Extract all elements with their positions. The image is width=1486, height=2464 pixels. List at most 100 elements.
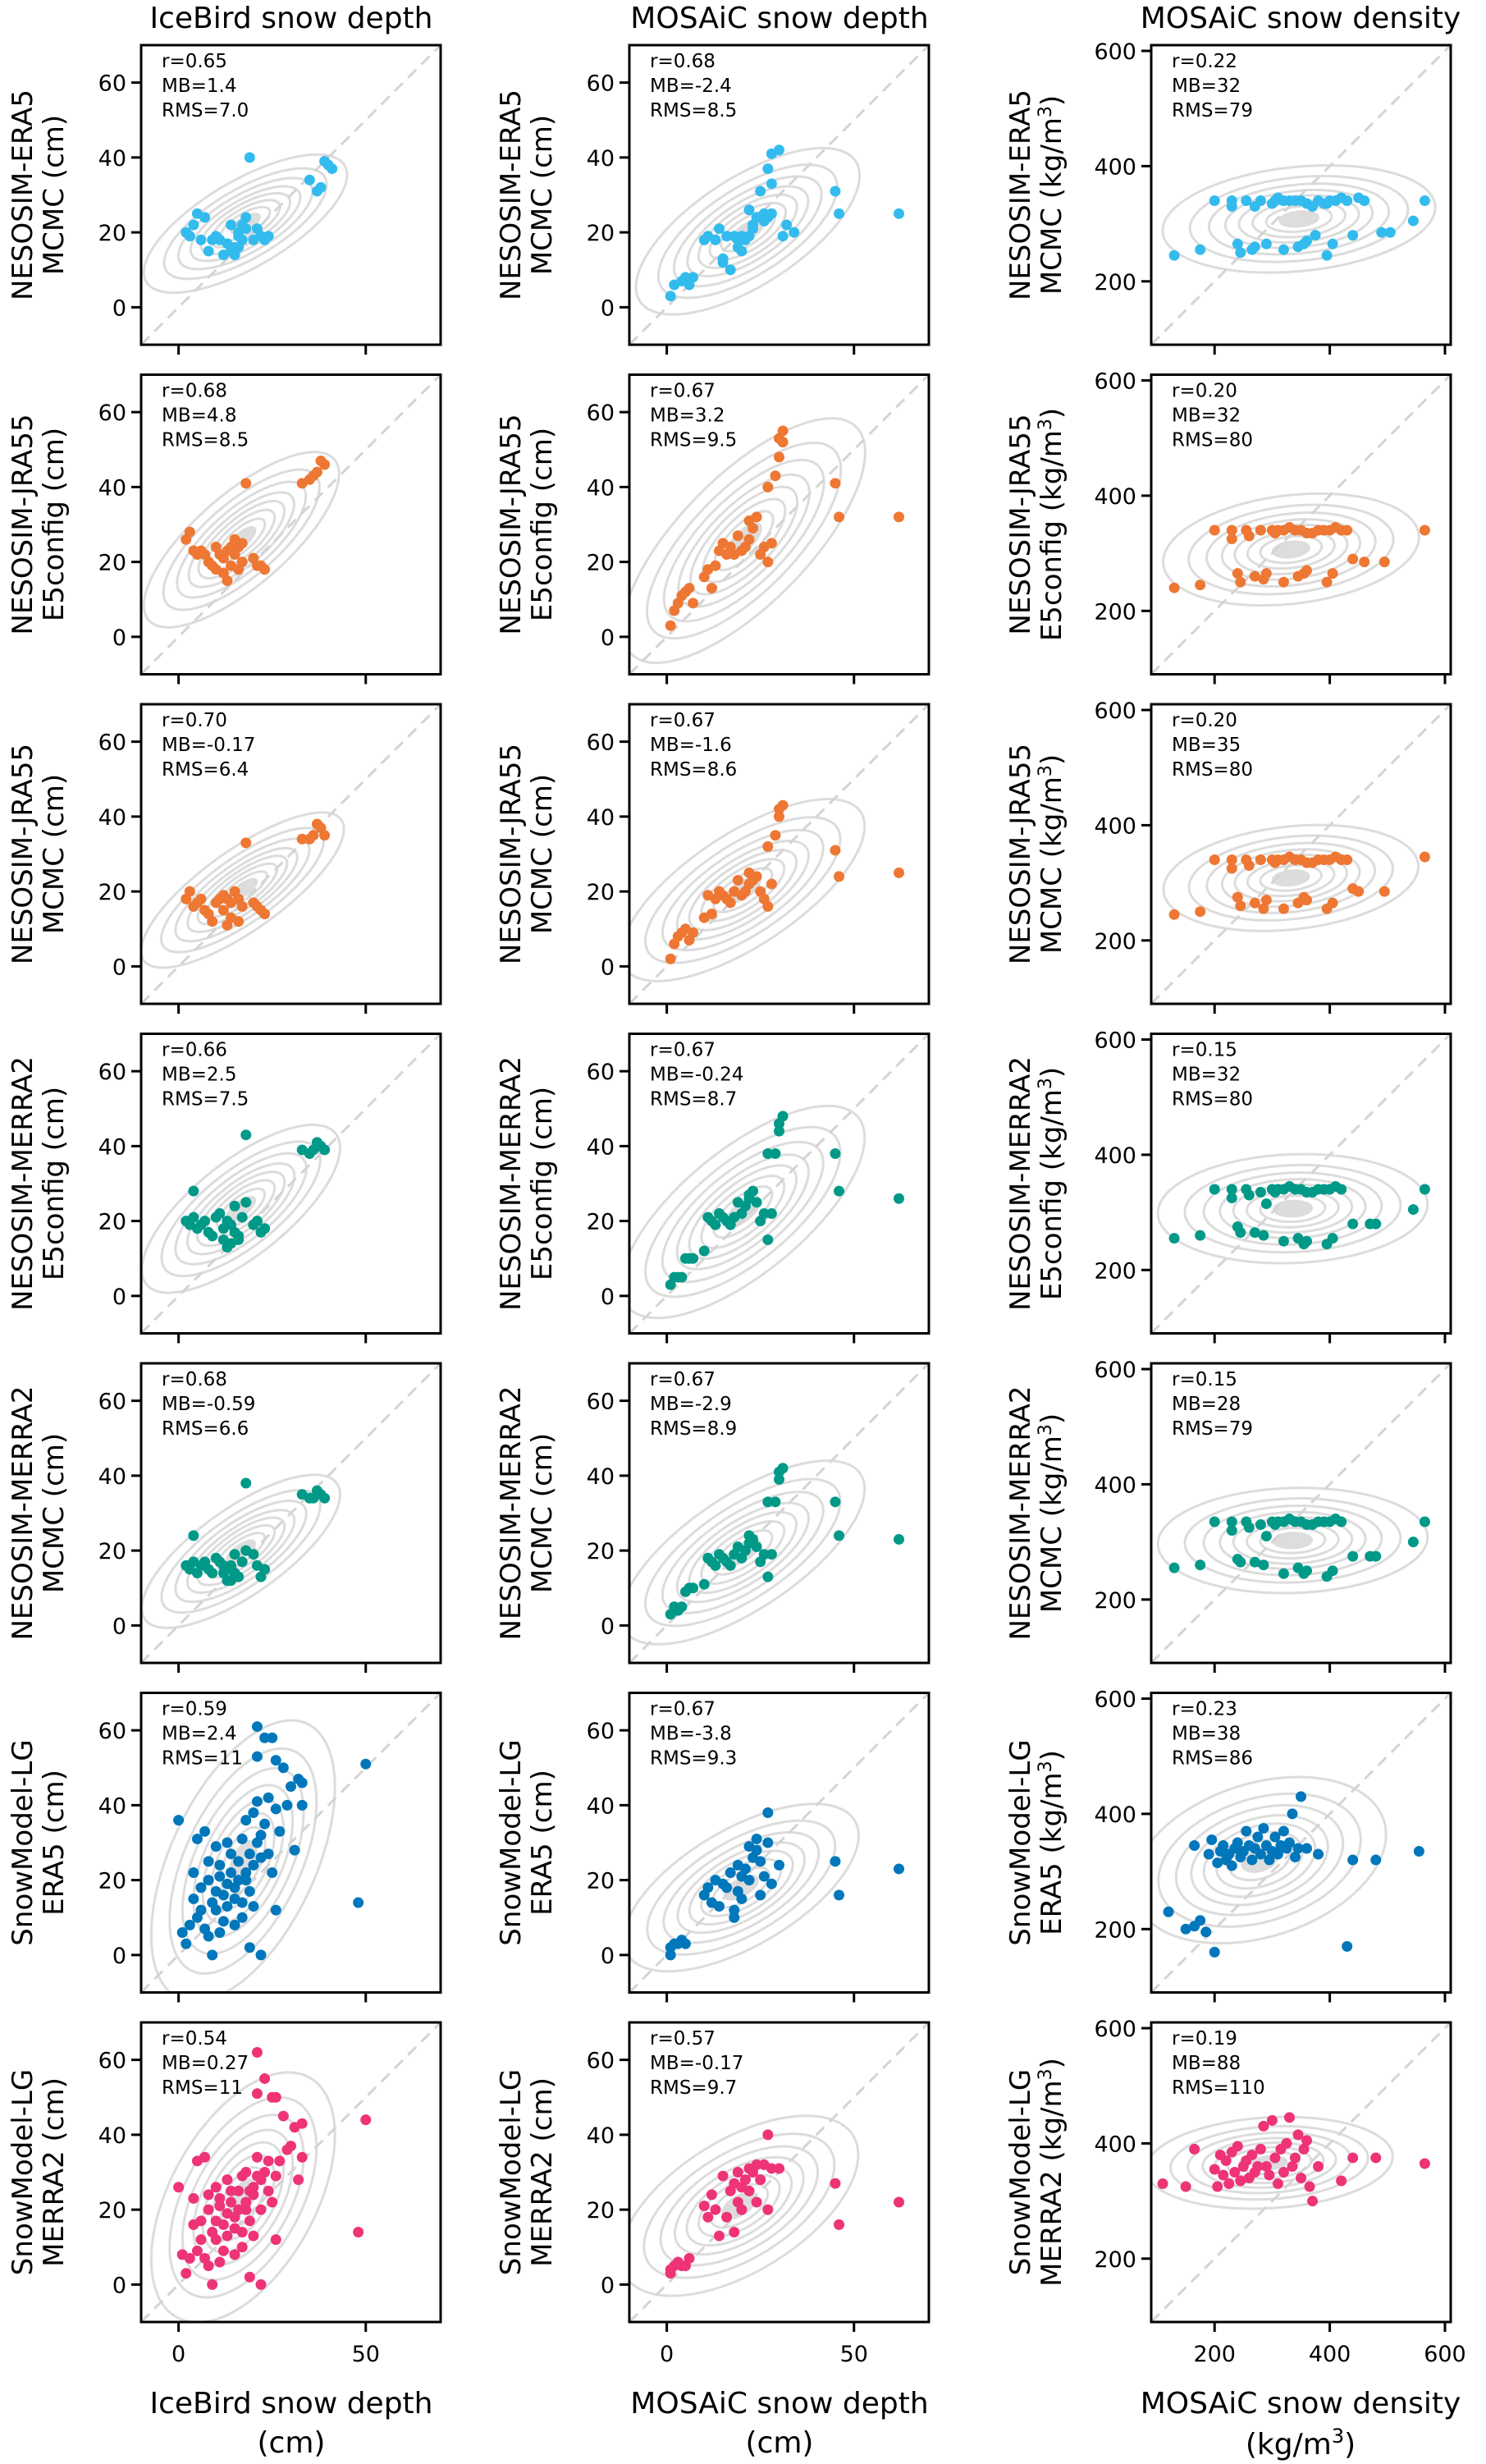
data-point <box>222 2174 233 2186</box>
y-tick-label: 200 <box>1094 1917 1136 1943</box>
data-point <box>255 2279 267 2290</box>
data-point <box>270 2091 281 2103</box>
data-point <box>830 1856 841 1867</box>
panel-plot-area <box>629 1363 929 1663</box>
data-point <box>1241 1825 1252 1837</box>
kde-contour <box>195 1516 286 1587</box>
stat-rms: RMS=8.5 <box>162 430 249 451</box>
stat-r: r=0.22 <box>1172 51 1237 72</box>
panel-plot-area <box>141 374 441 675</box>
data-point <box>1195 906 1206 918</box>
y-axis-label: SnowModel-LG <box>7 1739 39 1945</box>
stat-rms: RMS=80 <box>1172 759 1253 781</box>
panel-plot-area <box>141 45 441 345</box>
data-point <box>1327 897 1338 909</box>
panel-frame <box>1150 1692 1452 1994</box>
data-point <box>766 878 777 890</box>
kde-contour <box>688 849 798 932</box>
one-to-one-line <box>629 704 929 1004</box>
data-point <box>244 1942 255 1953</box>
x-axis-label-unit: (cm) <box>746 2426 814 2460</box>
stat-rms: RMS=6.4 <box>162 759 249 781</box>
kde-contour <box>141 1123 341 1294</box>
data-point <box>181 1938 192 1949</box>
data-point <box>240 1867 252 1878</box>
data-point <box>207 2279 218 2290</box>
data-point <box>226 1867 236 1878</box>
kde-contour <box>1205 841 1377 914</box>
data-point <box>743 1875 755 1886</box>
data-point <box>774 811 784 822</box>
y-axis-label: NESOSIM-MERRA2 <box>495 1385 528 1640</box>
y-axis-label-unit: MCMC (cm) <box>38 774 71 934</box>
data-point <box>1226 1525 1237 1537</box>
data-point <box>751 1844 762 1856</box>
kde-contour <box>1264 204 1333 233</box>
y-axis-label-unit: MERRA2 (kg/m3) <box>1036 2058 1069 2287</box>
data-point <box>834 871 844 882</box>
y-tick-label: 0 <box>112 1614 126 1639</box>
data-point <box>255 1830 267 1841</box>
data-point <box>210 1904 222 1916</box>
scatter-panel: 0 20 40 60 r=0.67 MB=-0.24 RMS=8.7 NESOSIM-MERR… <box>495 1033 930 1344</box>
stat-rms: RMS=8.9 <box>650 1418 737 1440</box>
stat-rms: RMS=80 <box>1172 1089 1253 1111</box>
data-point <box>1307 2196 1319 2207</box>
kde-contour <box>646 1819 837 1956</box>
data-point <box>210 2182 222 2193</box>
data-point <box>748 223 759 235</box>
data-point <box>894 511 904 523</box>
data-point <box>251 2088 263 2100</box>
data-point <box>233 1234 245 1245</box>
kde-contour <box>189 185 302 263</box>
one-to-one-line <box>141 704 441 1004</box>
data-point <box>286 1781 296 1793</box>
one-to-one-line <box>1151 45 1451 345</box>
data-point <box>188 1893 199 1904</box>
data-point <box>698 1245 710 1257</box>
data-point <box>240 2196 252 2208</box>
data-point <box>732 874 743 886</box>
data-point <box>240 2204 252 2215</box>
data-point <box>1168 250 1180 261</box>
data-point <box>214 1859 226 1871</box>
kde-contour <box>168 2095 318 2299</box>
stat-mb: MB=1.4 <box>162 76 236 97</box>
data-point <box>1226 524 1237 536</box>
stat-mb: MB=32 <box>1172 405 1241 427</box>
stat-mb: MB=-3.8 <box>650 1724 732 1745</box>
data-point <box>233 1856 245 1867</box>
y-tick-label: 600 <box>1094 1028 1136 1054</box>
kde-contour <box>629 1459 866 1646</box>
y-tick-label: 600 <box>1094 1688 1136 1713</box>
kde-contour <box>629 417 866 665</box>
y-tick-label: 600 <box>1094 698 1136 724</box>
data-point <box>259 564 271 575</box>
stat-r: r=0.23 <box>1172 1699 1237 1720</box>
y-axis-label: NESOSIM-ERA5 <box>1004 89 1037 300</box>
data-point <box>270 1755 281 1766</box>
data-point <box>762 1807 774 1818</box>
kde-contour <box>1207 182 1391 256</box>
data-point <box>748 523 759 534</box>
stat-r: r=0.20 <box>1172 381 1237 402</box>
kde-contour <box>185 1509 296 1594</box>
data-point <box>1195 1559 1206 1571</box>
data-point <box>1304 2181 1315 2192</box>
kde-contour <box>142 153 349 295</box>
panel-plot-area <box>1151 1033 1451 1334</box>
kde-contour <box>676 1841 807 1935</box>
kde-contour <box>1174 1803 1345 1917</box>
scatter-panel: 0 20 40 60 r=0.67 MB=3.2 RMS=9.5 NESOSIM-JRA55E… <box>495 373 930 685</box>
data-point <box>1195 579 1206 591</box>
stat-mb: MB=-0.24 <box>650 1065 743 1086</box>
data-point <box>217 2245 229 2256</box>
data-point <box>1347 1550 1359 1562</box>
data-point <box>1255 1848 1266 1860</box>
y-axis-label: SnowModel-LG <box>495 1739 528 1945</box>
data-point <box>762 1234 774 1245</box>
data-point <box>1243 530 1255 542</box>
data-point <box>244 2271 255 2283</box>
data-point <box>226 2185 236 2196</box>
data-point <box>240 837 252 849</box>
